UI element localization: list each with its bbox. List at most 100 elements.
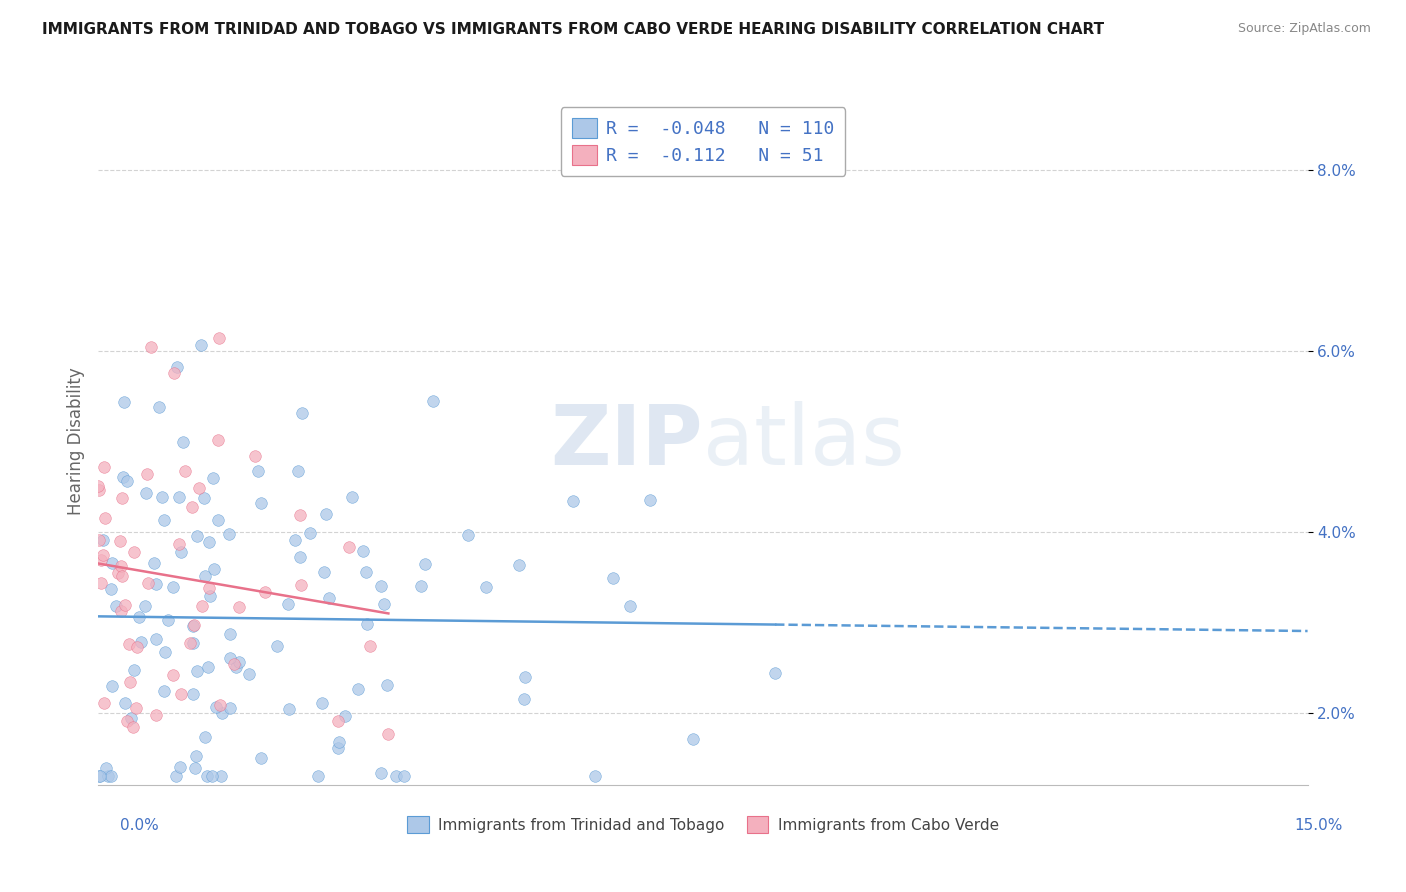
Point bbox=[183, 618, 205, 632]
Point bbox=[218, 650, 240, 665]
Point bbox=[194, 731, 217, 745]
Y-axis label: Hearing Disability: Hearing Disability bbox=[66, 368, 84, 516]
Point bbox=[359, 640, 381, 654]
Point bbox=[170, 687, 193, 701]
Point bbox=[134, 599, 156, 613]
Point bbox=[87, 769, 110, 783]
Point bbox=[91, 533, 114, 548]
Point bbox=[155, 645, 177, 659]
Point bbox=[148, 401, 170, 415]
Point bbox=[763, 666, 786, 681]
Point bbox=[562, 494, 585, 508]
Point bbox=[207, 512, 229, 526]
Point bbox=[682, 732, 704, 747]
Point bbox=[97, 769, 120, 783]
Point bbox=[356, 616, 378, 631]
Point bbox=[238, 666, 260, 681]
Point bbox=[474, 580, 496, 594]
Point bbox=[311, 696, 333, 710]
Point bbox=[89, 483, 111, 498]
Point bbox=[162, 580, 184, 594]
Point bbox=[167, 536, 190, 550]
Point bbox=[392, 769, 415, 783]
Point bbox=[89, 769, 111, 783]
Point bbox=[318, 591, 340, 606]
Point bbox=[266, 639, 288, 653]
Point bbox=[184, 761, 207, 775]
Point bbox=[169, 759, 191, 773]
Point bbox=[110, 533, 132, 548]
Point bbox=[145, 577, 167, 591]
Point bbox=[121, 720, 143, 734]
Point bbox=[457, 528, 479, 542]
Point bbox=[207, 433, 229, 447]
Point bbox=[197, 535, 219, 549]
Point bbox=[287, 464, 309, 478]
Point bbox=[153, 684, 176, 698]
Point bbox=[101, 679, 124, 693]
Point bbox=[118, 674, 141, 689]
Point bbox=[136, 576, 159, 591]
Point bbox=[339, 540, 361, 554]
Point bbox=[340, 491, 363, 505]
Point bbox=[190, 599, 212, 613]
Point bbox=[179, 636, 201, 650]
Text: Source: ZipAtlas.com: Source: ZipAtlas.com bbox=[1237, 22, 1371, 36]
Point bbox=[181, 687, 204, 701]
Point bbox=[375, 678, 398, 692]
Point bbox=[170, 545, 193, 559]
Point bbox=[370, 578, 392, 592]
Point bbox=[373, 597, 395, 611]
Point bbox=[250, 496, 273, 510]
Point bbox=[120, 711, 142, 725]
Legend: Immigrants from Trinidad and Tobago, Immigrants from Cabo Verde: Immigrants from Trinidad and Tobago, Imm… bbox=[401, 810, 1005, 839]
Point bbox=[150, 490, 173, 504]
Point bbox=[201, 769, 224, 783]
Point bbox=[145, 632, 167, 647]
Point bbox=[225, 660, 247, 674]
Point bbox=[208, 331, 231, 345]
Point bbox=[513, 670, 536, 684]
Point bbox=[197, 769, 219, 783]
Point bbox=[193, 491, 215, 505]
Point bbox=[173, 464, 195, 478]
Point bbox=[384, 769, 406, 783]
Point bbox=[354, 565, 377, 579]
Point bbox=[184, 749, 207, 764]
Point bbox=[352, 544, 374, 558]
Point bbox=[125, 640, 148, 655]
Point bbox=[125, 701, 148, 715]
Point bbox=[312, 565, 335, 579]
Point bbox=[328, 714, 350, 728]
Point bbox=[163, 366, 186, 380]
Text: ZIP: ZIP bbox=[551, 401, 703, 482]
Point bbox=[100, 582, 122, 596]
Point bbox=[197, 660, 219, 674]
Point bbox=[172, 435, 194, 450]
Point bbox=[246, 464, 269, 478]
Point bbox=[413, 557, 436, 571]
Point bbox=[110, 604, 132, 618]
Point bbox=[288, 508, 311, 523]
Point bbox=[162, 668, 184, 682]
Text: IMMIGRANTS FROM TRINIDAD AND TOBAGO VS IMMIGRANTS FROM CABO VERDE HEARING DISABI: IMMIGRANTS FROM TRINIDAD AND TOBAGO VS I… bbox=[42, 22, 1104, 37]
Point bbox=[186, 529, 208, 543]
Text: 15.0%: 15.0% bbox=[1295, 818, 1343, 832]
Point bbox=[254, 585, 277, 599]
Point bbox=[202, 561, 225, 575]
Point bbox=[135, 486, 157, 500]
Point bbox=[115, 474, 138, 488]
Point bbox=[370, 766, 392, 780]
Point bbox=[90, 552, 112, 566]
Point bbox=[194, 568, 217, 582]
Point bbox=[122, 544, 145, 558]
Point bbox=[142, 556, 165, 570]
Point bbox=[228, 599, 250, 614]
Point bbox=[208, 698, 231, 712]
Point bbox=[87, 479, 110, 493]
Point bbox=[112, 470, 135, 484]
Point bbox=[128, 610, 150, 624]
Point bbox=[602, 572, 624, 586]
Point bbox=[283, 533, 305, 547]
Point bbox=[94, 511, 117, 525]
